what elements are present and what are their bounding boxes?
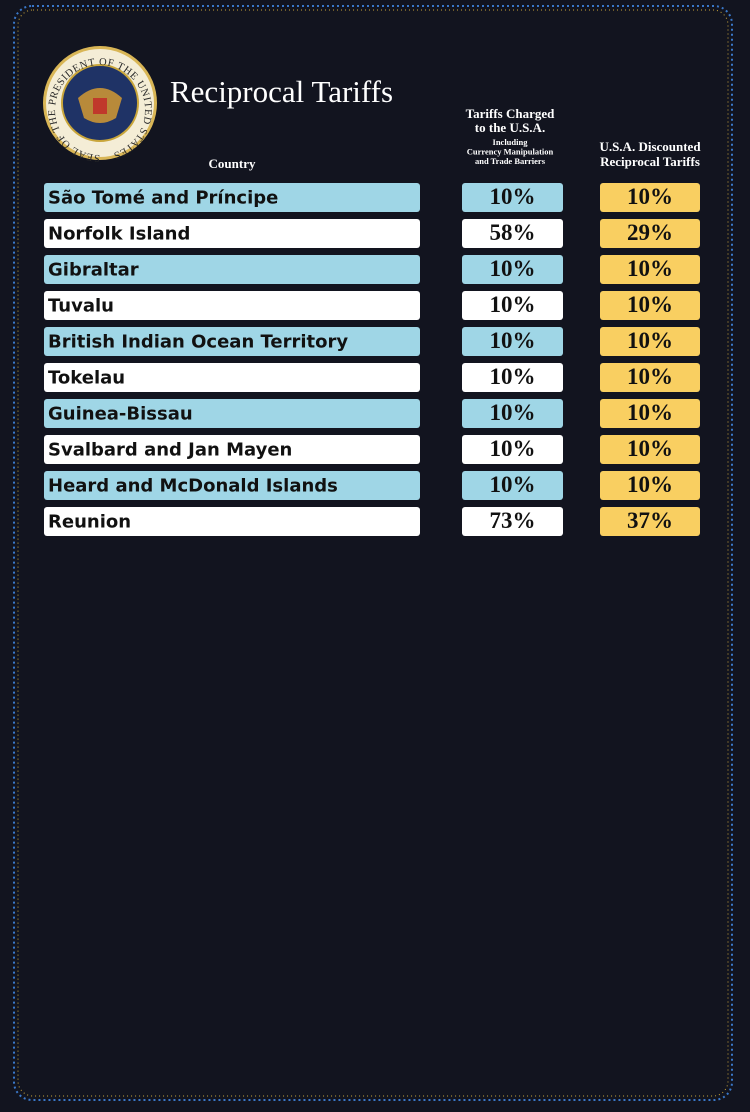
discounted-cell	[600, 471, 700, 500]
charged-cell	[462, 435, 563, 464]
country-cell	[44, 471, 420, 500]
charged-tariff: 10%	[490, 400, 536, 425]
charged-tariff: 10%	[490, 472, 536, 497]
charged-tariff: 10%	[490, 292, 536, 317]
country-cell	[44, 183, 420, 212]
country-cell	[44, 399, 420, 428]
charged-header-note: Currency Manipulation	[467, 147, 554, 157]
country-name: São Tomé and Príncipe	[48, 188, 278, 209]
charged-header: Tariffs Charged	[466, 106, 555, 121]
charged-cell	[462, 291, 563, 320]
charged-header-note: Including	[493, 137, 529, 147]
charged-tariff: 10%	[490, 184, 536, 209]
charged-tariff: 73%	[490, 508, 536, 533]
discounted-cell	[600, 507, 700, 536]
discounted-header: U.S.A. Discounted	[599, 139, 701, 154]
discounted-tariff: 10%	[627, 328, 673, 353]
charged-tariff: 10%	[490, 436, 536, 461]
country-cell	[44, 291, 420, 320]
country-cell	[44, 219, 420, 248]
dotted-border	[13, 5, 733, 1101]
charged-cell	[462, 363, 563, 392]
presidential-seal: SEAL OF THE PRESIDENT OF THE UNITED STAT…	[43, 46, 157, 163]
discounted-tariff: 10%	[627, 292, 673, 317]
discounted-cell	[600, 435, 700, 464]
country-header: Country	[209, 156, 256, 171]
seal-shield	[93, 98, 107, 114]
discounted-cell	[600, 183, 700, 212]
country-cell	[44, 327, 420, 356]
charged-header: to the U.S.A.	[475, 120, 545, 135]
discounted-cell	[600, 327, 700, 356]
discounted-tariff: 37%	[627, 508, 673, 533]
charged-cell	[462, 399, 563, 428]
title: Reciprocal Tariffs	[170, 74, 393, 109]
charged-tariff: 10%	[490, 256, 536, 281]
country-cell	[44, 363, 420, 392]
discounted-tariff: 10%	[627, 184, 673, 209]
country-cell	[44, 435, 420, 464]
charged-tariff: 10%	[490, 328, 536, 353]
dotted-border-inner	[17, 9, 729, 1097]
country-cell	[44, 507, 420, 536]
country-name: Gibraltar	[48, 260, 139, 281]
country-name: Heard and McDonald Islands	[48, 476, 338, 497]
discounted-tariff: 10%	[627, 472, 673, 497]
country-name: Tuvalu	[48, 296, 114, 317]
discounted-tariff: 10%	[627, 400, 673, 425]
country-name: British Indian Ocean Territory	[48, 332, 348, 353]
country-name: Norfolk Island	[48, 224, 190, 245]
discounted-tariff: 29%	[627, 220, 673, 245]
discounted-header: Reciprocal Tariffs	[600, 154, 700, 169]
charged-tariff: 10%	[490, 364, 536, 389]
charged-cell	[462, 255, 563, 284]
country-name: Guinea-Bissau	[48, 404, 193, 425]
country-name: Reunion	[48, 512, 131, 533]
charged-header-note: and Trade Barriers	[475, 156, 546, 166]
discounted-tariff: 10%	[627, 364, 673, 389]
discounted-cell	[600, 363, 700, 392]
discounted-cell	[600, 291, 700, 320]
country-name: Tokelau	[48, 368, 125, 389]
charged-cell	[462, 471, 563, 500]
charged-cell	[462, 327, 563, 356]
discounted-cell	[600, 255, 700, 284]
charged-cell	[462, 183, 563, 212]
charged-cell	[462, 507, 563, 536]
discounted-tariff: 10%	[627, 436, 673, 461]
charged-cell	[462, 219, 563, 248]
discounted-cell	[600, 399, 700, 428]
discounted-tariff: 10%	[627, 256, 673, 281]
country-name: Svalbard and Jan Mayen	[48, 440, 292, 461]
discounted-cell	[600, 219, 700, 248]
country-cell	[44, 255, 420, 284]
charged-tariff: 58%	[490, 220, 536, 245]
